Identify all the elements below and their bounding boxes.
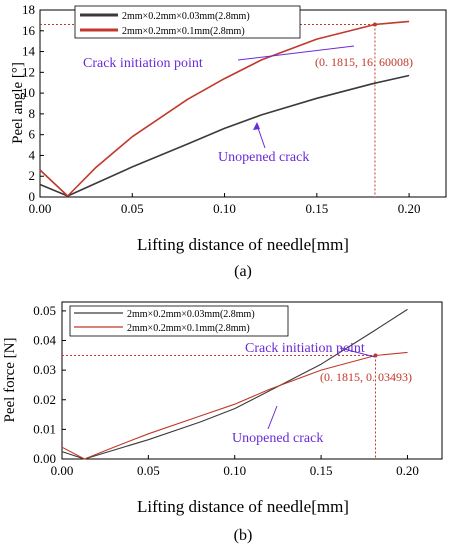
y-tick-label-b-5: 0.05 [33, 303, 56, 318]
y-tick-label-b-4: 0.04 [33, 333, 56, 348]
annotation-a-unopened: Unopened crack [218, 150, 309, 165]
y-tick-label-a-1: 2 [29, 168, 36, 183]
x-tick-label-a-0: 0.00 [29, 201, 52, 216]
crack-point-a [372, 22, 377, 27]
annotation-b-unopened-arrow [267, 405, 278, 430]
y-axis-label-a: Peel angle [°] [10, 62, 26, 144]
y-tick-label-a-9: 18 [22, 2, 35, 17]
x-axis-label-b: Lifting distance of needle[mm] [137, 497, 349, 516]
panel-label-b: (b) [234, 527, 253, 544]
series-line-b-1 [61, 351, 408, 460]
legend-label-b-1: 2mm×0.2mm×0.1mm(2.8mm) [127, 323, 250, 334]
legend-label-b-0: 2mm×0.2mm×0.03mm(2.8mm) [127, 309, 255, 320]
y-tick-label-a-8: 16 [22, 23, 36, 38]
x-tick-label-b-3: 0.15 [310, 463, 333, 478]
legend-label-a-0: 2mm×0.2mm×0.03mm(2.8mm) [122, 11, 250, 22]
y-tick-label-b-1: 0.01 [33, 421, 56, 436]
x-tick-label-b-2: 0.10 [223, 463, 246, 478]
legend-box-b [69, 305, 289, 337]
y-tick-label-a-3: 6 [29, 127, 36, 142]
y-tick-label-b-2: 0.02 [33, 392, 56, 407]
y-tick-label-a-2: 4 [29, 147, 36, 162]
series-line-a-1 [39, 20, 410, 197]
y-tick-label-a-4: 8 [29, 106, 36, 121]
chart-b: 0.00 0.05 0.10 0.15 0.20 0.00 0.01 0.02 0.03 0.04… [2, 301, 443, 544]
y-tick-label-b-0: 0.00 [33, 451, 56, 466]
y-tick-label-a-6: 12 [22, 64, 35, 79]
x-tick-label-b-0: 0.00 [51, 463, 74, 478]
x-tick-label-a-3: 0.15 [305, 201, 328, 216]
y-tick-label-a-5: 10 [22, 85, 35, 100]
x-tick-label-b-1: 0.05 [137, 463, 160, 478]
x-tick-label-b-4: 0.20 [396, 463, 419, 478]
series-line-a-0 [39, 74, 410, 197]
panel-label-a: (a) [234, 263, 252, 280]
y-axis-label-b: Peel force [N] [2, 338, 18, 423]
annotation-a-unopened-arrowhead [253, 122, 260, 130]
annotation-b-crack-arrow [339, 347, 376, 358]
legend-box-a [74, 5, 301, 39]
x-tick-label-a-1: 0.05 [121, 201, 144, 216]
annotation-a-crack-arrow [237, 45, 355, 61]
series-line-b-0 [61, 308, 408, 460]
annotation-a-crack-initiation: Crack initiation point [83, 56, 203, 71]
annotation-a-coordinate: (0. 1815, 16. 60008) [315, 55, 413, 69]
x-tick-label-a-2: 0.10 [213, 201, 236, 216]
annotation-b-coordinate: (0. 1815, 0. 03493) [320, 370, 412, 384]
plot-frame-b [61, 301, 443, 460]
legend-b: 2mm×0.2mm×0.03mm(2.8mm) 2mm×0.2mm×0.1mm(… [69, 305, 289, 337]
x-tick-label-a-4: 0.20 [398, 201, 421, 216]
y-tick-label-a-0: 0 [29, 189, 36, 204]
legend-a: 2mm×0.2mm×0.03mm(2.8mm) 2mm×0.2mm×0.1mm(… [74, 5, 301, 39]
annotation-b-crack-initiation: Crack initiation point [245, 341, 365, 356]
chart-a: 0.00 0.05 0.10 0.15 0.20 0 2 4 6 8 10 12 14 16 18 2mm×… [10, 2, 447, 280]
legend-label-a-1: 2mm×0.2mm×0.1mm(2.8mm) [122, 26, 245, 37]
y-tick-label-a-7: 14 [22, 44, 36, 59]
annotation-b-unopened: Unopened crack [232, 431, 323, 446]
y-tick-label-b-3: 0.03 [33, 362, 56, 377]
x-axis-label-a: Lifting distance of needle[mm] [137, 235, 349, 254]
